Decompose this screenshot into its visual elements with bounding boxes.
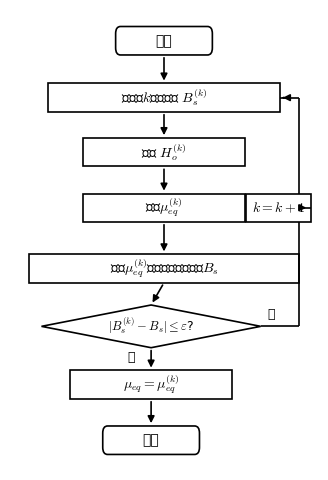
Text: $k = k+1$: $k = k+1$ bbox=[252, 201, 305, 215]
Bar bbox=[246, 193, 311, 222]
Text: 确定 $H_o^{(k)}$: 确定 $H_o^{(k)}$ bbox=[141, 142, 187, 163]
Text: 开始: 开始 bbox=[155, 34, 173, 48]
Bar bbox=[83, 193, 245, 222]
Bar bbox=[29, 254, 299, 283]
Text: 计算$\mu_{eq}^{(k)}$: 计算$\mu_{eq}^{(k)}$ bbox=[145, 196, 183, 219]
Text: 设定第$k$次尝试值 $B_s^{(k)}$: 设定第$k$次尝试值 $B_s^{(k)}$ bbox=[121, 87, 207, 108]
Bar bbox=[83, 138, 245, 167]
Text: $\mu_{eq} = \mu_{eq}^{(k)}$: $\mu_{eq} = \mu_{eq}^{(k)}$ bbox=[123, 373, 179, 396]
Text: 利用$\mu_{eq}^{(k)}$进行场计算并求出$B_s$: 利用$\mu_{eq}^{(k)}$进行场计算并求出$B_s$ bbox=[110, 257, 218, 280]
Text: 是: 是 bbox=[128, 351, 135, 364]
Polygon shape bbox=[41, 305, 261, 348]
FancyBboxPatch shape bbox=[103, 426, 199, 455]
Text: 结束: 结束 bbox=[143, 433, 159, 447]
Bar bbox=[71, 371, 232, 399]
FancyBboxPatch shape bbox=[116, 26, 212, 55]
Text: $|B_s^{(k)} - B_s| \leq \varepsilon$?: $|B_s^{(k)} - B_s| \leq \varepsilon$? bbox=[108, 316, 194, 336]
Bar bbox=[48, 84, 280, 112]
Text: 否: 否 bbox=[267, 308, 275, 321]
